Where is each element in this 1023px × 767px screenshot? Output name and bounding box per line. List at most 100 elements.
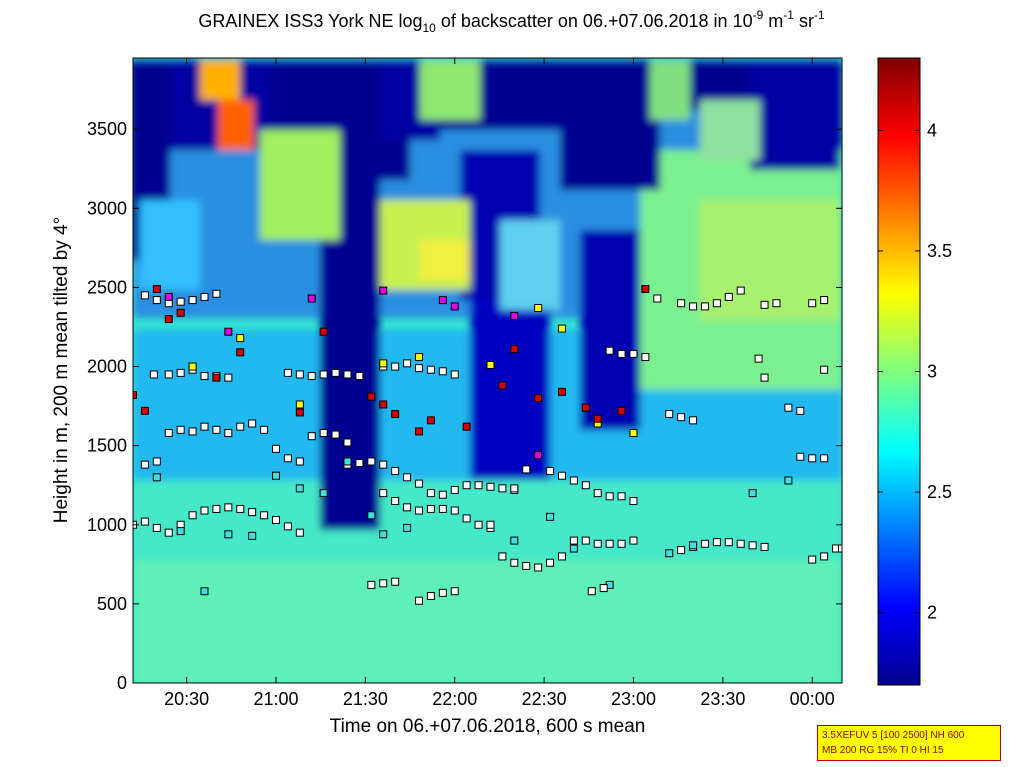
layer-6-marker	[355, 459, 364, 468]
layer-12-marker	[164, 370, 173, 379]
layer-14-marker	[403, 359, 412, 368]
layer-2-marker	[379, 489, 388, 498]
y-tick-label: 0	[117, 673, 127, 693]
layer-21-marker	[557, 387, 566, 396]
layer-23-marker	[510, 536, 519, 545]
layer-7-marker	[593, 489, 602, 498]
y-axis: 0 500 1000 1500 2000 2500 3000 3500	[87, 119, 842, 693]
y-tick-label: 3000	[87, 198, 127, 218]
layer-1-marker	[224, 503, 233, 512]
layer-21-marker	[510, 345, 519, 354]
layer-1-marker	[260, 511, 269, 520]
layer-1-marker	[188, 511, 197, 520]
layer-2-marker	[391, 497, 400, 506]
layer-6-marker	[462, 481, 471, 490]
y-tick-label: 2000	[87, 357, 127, 377]
layer-5-marker	[808, 555, 817, 564]
layer-6-marker	[367, 457, 376, 466]
layer-19-marker	[629, 349, 638, 358]
layer-15-marker	[140, 291, 149, 300]
layer-2-marker	[438, 504, 447, 513]
layer-14-marker	[414, 364, 423, 373]
layer-3-marker	[546, 558, 555, 567]
layer-21-marker	[295, 408, 304, 417]
layer-8-marker	[200, 422, 209, 431]
layer-21-marker	[462, 422, 471, 431]
layer-22-marker	[510, 311, 519, 320]
layer-24-marker	[486, 520, 495, 529]
layer-19-marker	[617, 349, 626, 358]
layer-22-marker	[164, 292, 173, 301]
layer-24-marker	[784, 403, 793, 412]
colorbar-tick-label: 2.5	[927, 482, 952, 502]
layer-2-marker	[414, 506, 423, 515]
layer-21-marker	[581, 403, 590, 412]
layer-7-marker	[581, 481, 590, 490]
layer-4-marker	[748, 541, 757, 550]
layer-20-marker	[295, 400, 304, 409]
layer-23-marker	[784, 476, 793, 485]
layer-6-marker	[403, 473, 412, 482]
layer-6-marker	[474, 481, 483, 490]
layer-12-marker	[200, 372, 209, 381]
layer-21-marker	[152, 285, 161, 294]
info-line-1: 3.5XEFUV 5 [100 2500] NH 600	[822, 730, 965, 741]
y-tick-label: 1000	[87, 515, 127, 535]
layer-1-marker	[212, 504, 221, 513]
layer-8-marker	[140, 460, 149, 469]
layer-24-marker	[587, 587, 596, 596]
layer-11-marker	[796, 452, 805, 461]
layer-14-marker	[391, 362, 400, 371]
layer-3-marker	[498, 552, 507, 561]
layer-21-marker	[426, 416, 435, 425]
layer-13-marker	[307, 372, 316, 381]
layer-19-marker	[641, 353, 650, 362]
layer-2-marker	[426, 504, 435, 513]
layer-23-marker	[569, 544, 578, 553]
layer-3-marker	[629, 536, 638, 545]
layer-24-marker	[796, 406, 805, 415]
layer-20-marker	[629, 429, 638, 437]
layer-16-marker	[653, 294, 662, 303]
layer-23-marker	[248, 531, 257, 540]
layer-8-marker	[164, 429, 173, 437]
layer-20-marker	[379, 359, 388, 368]
layer-4-marker	[724, 538, 733, 547]
layer-3-marker	[534, 563, 543, 572]
layer-2-marker	[450, 506, 459, 515]
layer-15-marker	[200, 292, 209, 301]
layer-4-marker	[677, 546, 686, 555]
y-tick-label: 500	[97, 594, 127, 614]
x-tick-label: 00:00	[790, 689, 835, 709]
chart-title: GRAINEX ISS3 York NE log10 of backscatte…	[198, 8, 825, 35]
layer-9-marker	[307, 432, 316, 441]
layer-17-marker	[760, 300, 769, 309]
layer-22-marker	[224, 327, 233, 336]
info-line-2: MB 200 RG 15% TI 0 HI 15	[822, 745, 944, 756]
layer-12-marker	[224, 373, 233, 382]
layer-15-marker	[212, 289, 221, 298]
layer-16-marker	[689, 302, 698, 311]
layer-8-marker	[260, 425, 269, 434]
layer-24-marker	[522, 465, 531, 474]
layer-14-marker	[438, 367, 447, 376]
layer-3-marker	[557, 552, 566, 561]
layer-16-marker	[677, 299, 686, 308]
layer-23-marker	[748, 489, 757, 498]
layer-11-marker	[808, 454, 817, 463]
layer-6-marker	[486, 482, 495, 491]
layer-23-marker	[319, 489, 328, 498]
layer-13-marker	[355, 372, 364, 381]
layer-16-marker	[736, 286, 745, 295]
layer-10-marker	[689, 416, 698, 425]
layer-13-marker	[343, 370, 352, 379]
layer-21-marker	[133, 391, 137, 400]
layer-21-marker	[236, 348, 245, 357]
x-axis-label: Time on 06.+07.06.2018, 600 s mean	[329, 716, 646, 737]
layer-1-marker	[271, 516, 280, 525]
x-tick-label: 22:00	[432, 689, 477, 709]
layer-6-marker	[450, 485, 459, 494]
layer-21-marker	[534, 394, 543, 403]
layer-1-marker	[295, 528, 304, 537]
layer-23-marker	[403, 523, 412, 532]
